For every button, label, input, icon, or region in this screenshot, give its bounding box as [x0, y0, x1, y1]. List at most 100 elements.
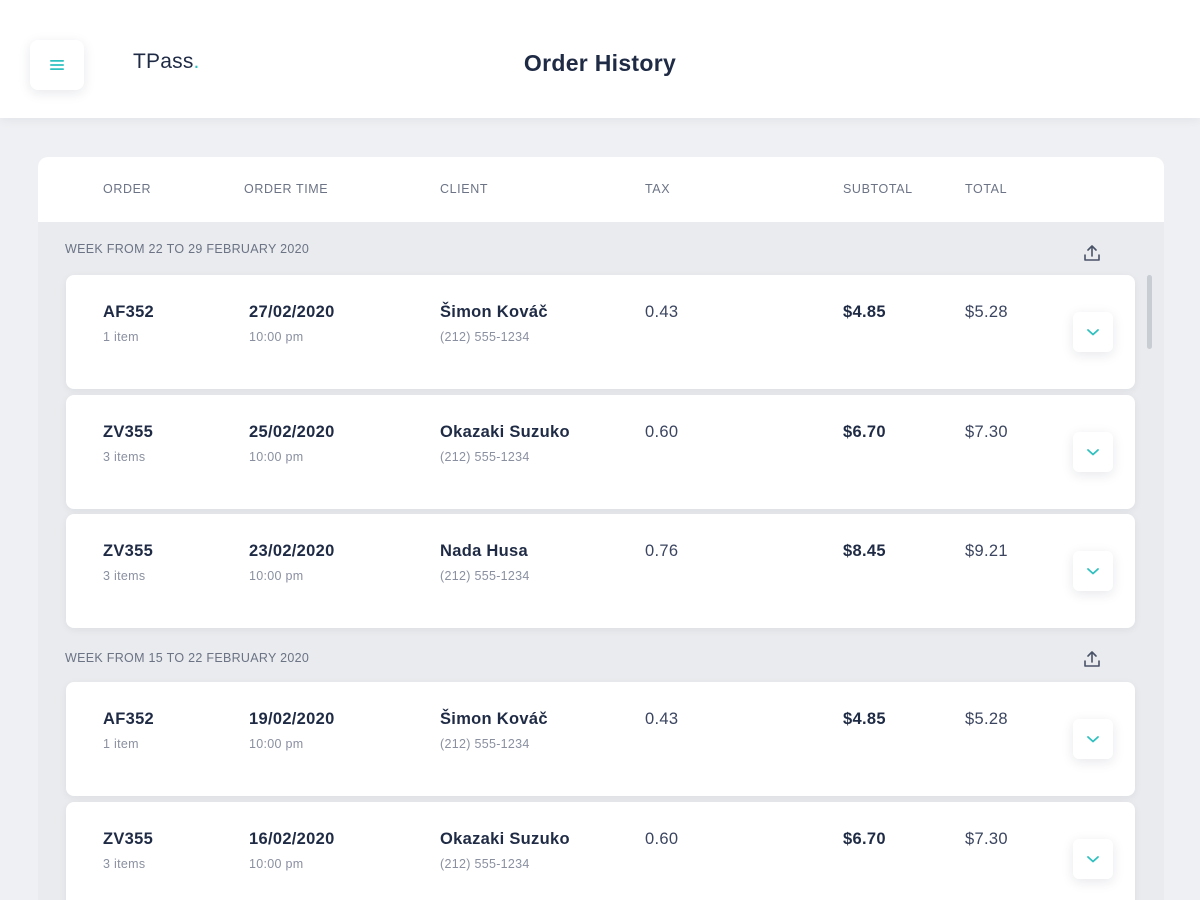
order-date: 27/02/2020: [249, 303, 335, 321]
item-count: 1 item: [103, 737, 139, 751]
order-id-cell: AF352 1 item: [103, 710, 154, 751]
order-time: 10:00 pm: [249, 569, 304, 583]
chevron-down-icon: [1087, 449, 1099, 456]
expand-order-button[interactable]: [1073, 551, 1113, 591]
tax-value-cell: 0.43: [645, 710, 678, 729]
order-row[interactable]: ZV355 3 items 23/02/2020 10:00 pm Nada Husa (…: [66, 514, 1135, 628]
subtotal-value: $4.85: [843, 710, 886, 728]
expand-order-button[interactable]: [1073, 719, 1113, 759]
total-value: $9.21: [965, 542, 1008, 560]
column-header-order[interactable]: ORDER: [103, 182, 152, 196]
subtotal-value: $8.45: [843, 542, 886, 560]
tax-value: 0.76: [645, 542, 679, 560]
client-name-cell: Okazaki Suzuko (212) 555-1234: [440, 830, 570, 871]
subtotal-value-cell: $6.70: [843, 423, 886, 442]
expand-order-button[interactable]: [1073, 432, 1113, 472]
tax-value: 0.43: [645, 303, 679, 321]
tax-value: 0.43: [645, 710, 679, 728]
order-date-cell: 27/02/2020 10:00 pm: [249, 303, 335, 344]
item-count: 1 item: [103, 330, 139, 344]
order-row[interactable]: ZV355 3 items 16/02/2020 10:00 pm Okazaki Su…: [66, 802, 1135, 900]
order-date-cell: 16/02/2020 10:00 pm: [249, 830, 335, 871]
chevron-down-icon: [1087, 856, 1099, 863]
menu-button[interactable]: [30, 40, 84, 90]
export-week-button[interactable]: [1078, 645, 1106, 673]
client-phone: (212) 555-1234: [440, 330, 530, 344]
order-date-cell: 19/02/2020 10:00 pm: [249, 710, 335, 751]
subtotal-value: $6.70: [843, 830, 886, 848]
total-value: $7.30: [965, 830, 1008, 848]
expand-order-button[interactable]: [1073, 839, 1113, 879]
subtotal-value-cell: $4.85: [843, 303, 886, 322]
total-value-cell: $7.30: [965, 423, 1008, 442]
tax-value-cell: 0.76: [645, 542, 678, 561]
order-id-cell: ZV355 3 items: [103, 542, 153, 583]
order-row[interactable]: AF352 1 item 19/02/2020 10:00 pm Šimon Kováč…: [66, 682, 1135, 796]
order-id-cell: ZV355 3 items: [103, 830, 153, 871]
order-time: 10:00 pm: [249, 737, 304, 751]
subtotal-value-cell: $8.45: [843, 542, 886, 561]
order-date-cell: 23/02/2020 10:00 pm: [249, 542, 335, 583]
order-time: 10:00 pm: [249, 330, 304, 344]
total-value-cell: $7.30: [965, 830, 1008, 849]
order-id-cell: AF352 1 item: [103, 303, 154, 344]
item-count: 3 items: [103, 857, 146, 871]
column-header-total[interactable]: TOTAL: [965, 182, 1008, 196]
client-name: Šimon Kováč: [440, 303, 548, 321]
order-row[interactable]: AF352 1 item 27/02/2020 10:00 pm Šimon Kováč…: [66, 275, 1135, 389]
column-header-order-time[interactable]: ORDER TIME: [244, 182, 329, 196]
hamburger-menu-icon: [50, 60, 64, 70]
total-value: $7.30: [965, 423, 1008, 441]
table-header: ORDER ORDER TIME CLIENT TAX SUBTOTAL TOT…: [38, 157, 1164, 222]
tax-value-cell: 0.60: [645, 423, 678, 442]
tax-value: 0.60: [645, 830, 679, 848]
subtotal-value-cell: $4.85: [843, 710, 886, 729]
order-id: ZV355: [103, 830, 154, 848]
order-date: 23/02/2020: [249, 542, 335, 560]
client-name: Nada Husa: [440, 542, 528, 560]
total-value-cell: $5.28: [965, 303, 1008, 322]
subtotal-value-cell: $6.70: [843, 830, 886, 849]
order-id-cell: ZV355 3 items: [103, 423, 153, 464]
client-name-cell: Okazaki Suzuko (212) 555-1234: [440, 423, 570, 464]
client-phone: (212) 555-1234: [440, 450, 530, 464]
order-id: AF352: [103, 303, 155, 321]
client-name-cell: Šimon Kováč (212) 555-1234: [440, 303, 548, 344]
expand-order-button[interactable]: [1073, 312, 1113, 352]
tax-value: 0.60: [645, 423, 679, 441]
column-header-tax[interactable]: TAX: [645, 182, 671, 196]
client-phone: (212) 555-1234: [440, 737, 530, 751]
item-count: 3 items: [103, 450, 146, 464]
chevron-down-icon: [1087, 568, 1099, 575]
tax-value-cell: 0.60: [645, 830, 678, 849]
order-history-table: ORDER ORDER TIME CLIENT TAX SUBTOTAL TOT…: [38, 157, 1164, 900]
client-phone: (212) 555-1234: [440, 857, 530, 871]
total-value-cell: $5.28: [965, 710, 1008, 729]
order-row[interactable]: ZV355 3 items 25/02/2020 10:00 pm Okazaki Su…: [66, 395, 1135, 509]
client-name: Šimon Kováč: [440, 710, 548, 728]
upload-icon: [1084, 245, 1100, 261]
client-name: Okazaki Suzuko: [440, 423, 570, 441]
logo-dot: .: [193, 50, 200, 73]
item-count: 3 items: [103, 569, 146, 583]
column-header-subtotal[interactable]: SUBTOTAL: [843, 182, 913, 196]
scrollbar[interactable]: [1147, 275, 1152, 349]
subtotal-value: $6.70: [843, 423, 886, 441]
top-bar: TPass. Order History: [0, 0, 1200, 118]
logo-text: TPass: [133, 50, 194, 73]
order-date: 19/02/2020: [249, 710, 335, 728]
week-section-label: WEEK FROM 15 TO 22 FEBRUARY 2020: [65, 651, 310, 665]
client-phone: (212) 555-1234: [440, 569, 530, 583]
upload-icon: [1084, 651, 1100, 667]
app-logo[interactable]: TPass.: [133, 50, 200, 74]
order-time: 10:00 pm: [249, 450, 304, 464]
order-id: ZV355: [103, 542, 154, 560]
export-week-button[interactable]: [1078, 239, 1106, 267]
subtotal-value: $4.85: [843, 303, 886, 321]
client-name-cell: Nada Husa (212) 555-1234: [440, 542, 530, 583]
column-header-client[interactable]: CLIENT: [440, 182, 489, 196]
chevron-down-icon: [1087, 329, 1099, 336]
order-date: 25/02/2020: [249, 423, 335, 441]
total-value-cell: $9.21: [965, 542, 1008, 561]
chevron-down-icon: [1087, 736, 1099, 743]
